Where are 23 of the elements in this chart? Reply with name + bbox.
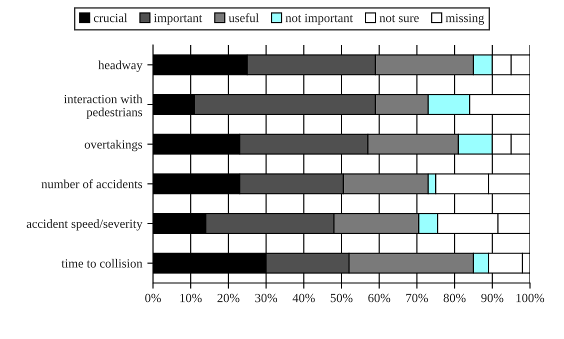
legend-label: missing (446, 14, 484, 25)
x-tick-label: 10% (180, 294, 202, 302)
legend-label: useful (228, 13, 259, 22)
x-tick-label: 40% (292, 294, 315, 302)
y-tick-label: interaction with pedestrians (64, 94, 142, 119)
y-tick-label: number of accidents (42, 179, 142, 188)
legend-label: important (154, 14, 202, 25)
x-tick-label: 100% (516, 294, 544, 302)
legend-label: crucial (94, 13, 128, 22)
x-tick-label: 20% (217, 294, 240, 302)
x-tick-label: 50% (330, 294, 353, 302)
x-tick-label: 70% (406, 294, 428, 302)
y-tick-label: overtakings (84, 140, 142, 152)
y-tick-label: headway (98, 60, 143, 72)
y-tick-label: time to collision (61, 258, 142, 268)
x-tick-label: 60% (368, 294, 390, 302)
y-tick-label: accident speed/severity (26, 219, 143, 231)
x-tick-label: 0% (145, 294, 161, 302)
x-tick-label: 80% (444, 294, 466, 302)
legend-label: not important (286, 14, 353, 25)
x-tick-label: 90% (481, 294, 504, 302)
x-tick-label: 30% (255, 294, 278, 302)
legend-label: not sure (380, 15, 419, 22)
